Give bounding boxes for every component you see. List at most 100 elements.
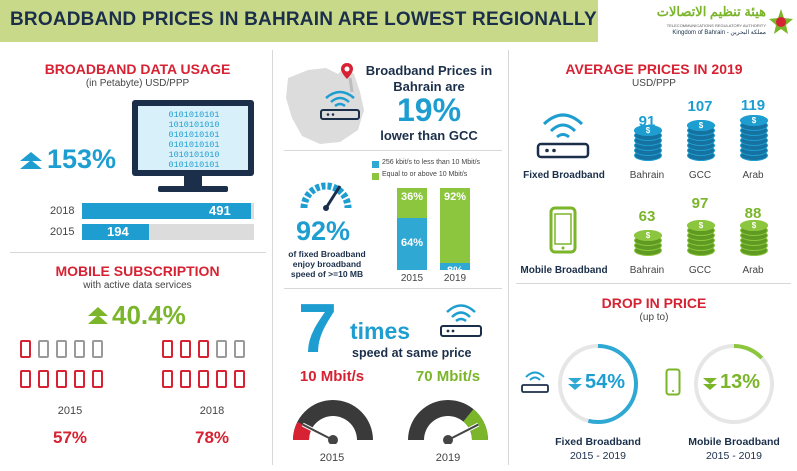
gauge-track (408, 400, 488, 440)
avg-fixed-gcc-label: GCC (688, 170, 712, 181)
divider-mid-h2 (284, 288, 502, 289)
phone-icon (92, 340, 103, 358)
speedometer-icon (300, 182, 352, 211)
speed-share-caption: of fixed Broadband enjoy broadband speed… (278, 249, 376, 279)
monitor-icon: 0101010101 1010101010 0101010101 0101010… (132, 100, 254, 196)
speed-legend-green-label: Equal to or above 10 Mbit/s (382, 171, 468, 178)
usage-title: BROADBAND DATA USAGE (44, 61, 231, 77)
avg-prices-title: AVERAGE PRICES IN 2019 (565, 61, 743, 77)
speed-column-top-segment (397, 188, 427, 218)
speed-column-top-label: 92% (443, 191, 467, 203)
speed-column-bottom-label: 8% (447, 265, 463, 277)
logo-mark-icon (769, 9, 793, 34)
avg-prices-subtitle: USD/PPP (632, 78, 676, 89)
speed-column-year-2015: 2015 (400, 273, 424, 284)
usage-bar-value-2018: 491 (209, 203, 231, 218)
mobile-sub-title: MOBILE SUBSCRIPTION (55, 263, 220, 279)
title-banner (0, 0, 598, 42)
phone-icon (162, 340, 173, 358)
screen-bits-line: 0101010101 (168, 140, 220, 150)
up-arrow-icon (88, 307, 108, 324)
smartphone-icon (665, 368, 681, 396)
drop-mobile-period: 2015 - 2019 (705, 450, 763, 462)
gauge-hub (443, 435, 453, 444)
speed-share-pct: 92% (296, 216, 351, 246)
location-pin-icon (341, 63, 353, 79)
mobile-sub-pct-2015: 57% (52, 428, 88, 447)
phone-icon (20, 370, 31, 388)
screen-bits-line: 1010101010 (168, 120, 220, 130)
phone-icon (234, 340, 245, 358)
speed-share-caption-line: of fixed Broadband (288, 249, 366, 259)
speed-share-caption-line: speed of >=10 MB (290, 269, 364, 279)
usage-growth: 153% (47, 144, 117, 174)
donut-fill (694, 344, 774, 424)
mobile-sub-year-2015: 2015 (57, 405, 83, 417)
phone-icon (74, 340, 85, 358)
avg-fixed-arab-value: 119 (740, 97, 766, 114)
router-icon (320, 90, 360, 120)
gauge-track (293, 400, 373, 440)
drop-donut-fixed (558, 344, 638, 424)
speed-column-year-2019: 2019 (443, 273, 467, 284)
phone-icon (74, 370, 85, 388)
coin-top-icon: $ (687, 220, 715, 231)
drop-fixed-period: 2015 - 2019 (569, 450, 627, 462)
avg-mobile-gcc-label: GCC (688, 265, 712, 276)
drop-title: DROP IN PRICE (601, 295, 707, 311)
bahrain-map-icon (286, 66, 364, 144)
usage-bar-2018 (82, 203, 251, 219)
speed-column-2019: 92% 8% (440, 188, 470, 277)
usage-bar-year-2015: 2015 (50, 226, 75, 238)
coin-top-icon: $ (740, 115, 768, 126)
logo-kingdom: Kingdom of Bahrain - مملكة البحرين (672, 30, 766, 36)
logo-arabic: هيئة تنظيم الاتصالات (656, 4, 766, 19)
prices-line2: Bahrain are (393, 79, 465, 94)
speed-column-bottom-segment (397, 218, 427, 270)
gauge-2019 (408, 400, 488, 444)
drop-fixed-label: Fixed Broadband (555, 436, 641, 448)
mobile-sub-year-2018: 2018 (199, 405, 225, 417)
coin-top-icon: $ (634, 125, 662, 136)
smartphone-icon (549, 206, 577, 254)
phone-icon (198, 340, 209, 358)
phone-icon (56, 340, 67, 358)
gauge-2015 (293, 400, 373, 444)
times-number: 7 (298, 289, 337, 367)
logo-english: TELECOMMUNICATIONS REGULATORY AUTHORITY (666, 23, 766, 28)
router-icon (440, 304, 482, 337)
divider-mid-h1 (284, 150, 502, 151)
mobile-sub-subtitle: with active data services (83, 280, 192, 291)
avg-mobile-bahrain-label: Bahrain (629, 265, 665, 276)
speed-legend-blue-label: 256 kbit/s to less than 10 Mbit/s (382, 159, 481, 166)
page-title: BROADBAND PRICES IN BAHRAIN ARE LOWEST R… (10, 9, 597, 30)
speed-column-2015: 36% 64% (397, 188, 427, 270)
mobile-sub-growth: 40.4% (112, 300, 186, 330)
gauge-year-2015: 2015 (319, 452, 345, 464)
usage-subtitle: (in Petabyte) USD/PPP (85, 78, 190, 89)
prices-pct: 19% (396, 92, 462, 128)
speed-share-caption-line: enjoy broadband (292, 259, 362, 269)
coin-top-icon: $ (687, 120, 715, 131)
phone-icon (180, 370, 191, 388)
screen-bits-line: 0101010101 (168, 110, 220, 120)
down-arrow-icon (703, 378, 717, 390)
gauge-year-2019: 2019 (435, 452, 461, 464)
phone-icon (20, 340, 31, 358)
avg-row-label-fixed: Fixed Broadband (523, 170, 605, 181)
speed-column-bottom-label: 64% (400, 237, 424, 249)
gauge-speed-2015: 10 Mbit/s (299, 368, 365, 385)
avg-row-label-mobile: Mobile Broadband (520, 265, 608, 276)
divider-right-h (516, 283, 791, 284)
avg-mobile-bahrain-value: 63 (638, 208, 656, 225)
gauge-fill (293, 421, 312, 440)
phone-grid-2015 (20, 340, 110, 402)
phone-icon (162, 370, 173, 388)
screen-bits-line: 0101010101 (168, 130, 220, 140)
phone-icon (180, 340, 191, 358)
coin-top-icon: $ (634, 230, 662, 241)
drop-subtitle: (up to) (639, 312, 669, 323)
up-arrow-icon (20, 152, 42, 169)
phone-icon (56, 370, 67, 388)
phone-icon (216, 370, 227, 388)
